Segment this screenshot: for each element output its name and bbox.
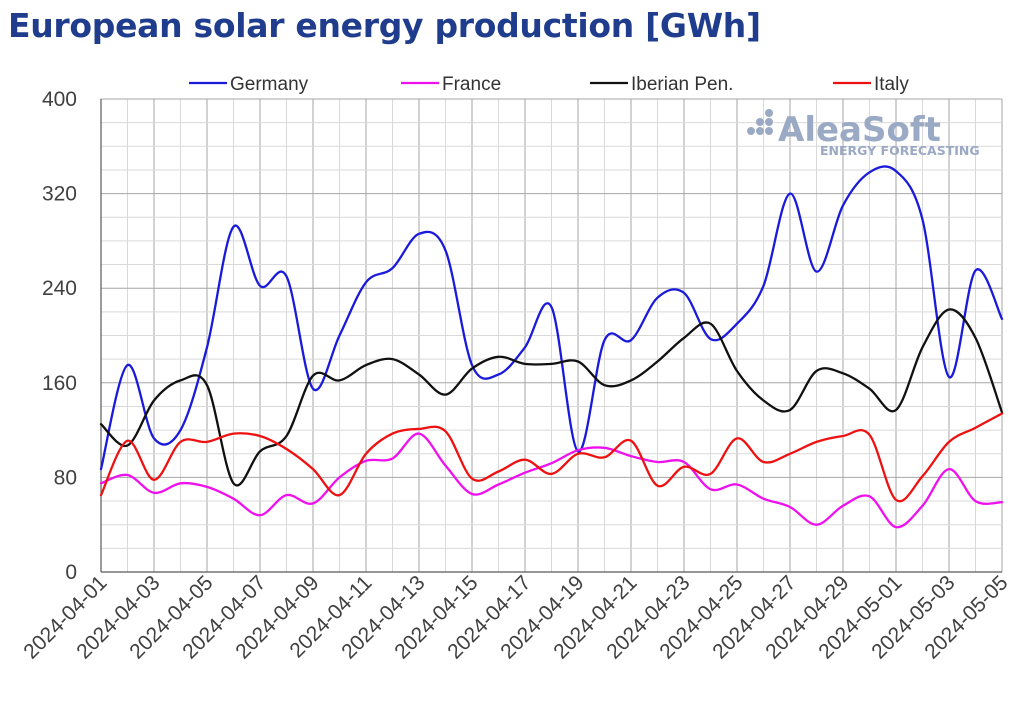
chart-title: European solar energy production [GWh]	[8, 6, 761, 45]
x-tick-labels: 2024-04-012024-04-032024-04-052024-04-07…	[19, 571, 1012, 663]
series-line-germany	[99, 165, 1004, 471]
legend-label-iberian-pen: Iberian Pen.	[631, 74, 733, 95]
y-tick-label: 240	[42, 277, 77, 300]
y-tick-label: 320	[42, 183, 77, 206]
y-tick-labels: 0 80 160 240 320 400	[42, 88, 77, 584]
series-line-iberian-pen	[99, 308, 1004, 487]
series-line-italy	[99, 412, 1004, 503]
watermark-tagline: ENERGY FORECASTING	[820, 143, 980, 158]
y-tick-label: 0	[65, 561, 77, 584]
watermark-dots	[747, 109, 773, 135]
legend-label-france: France	[442, 74, 501, 95]
series-lines	[99, 165, 1004, 529]
y-tick-label: 400	[42, 88, 77, 111]
watermark-name: AleaSoft	[778, 110, 941, 150]
y-tick-label: 160	[42, 372, 77, 395]
legend-label-italy: Italy	[874, 74, 909, 95]
watermark-logo: AleaSoft ENERGY FORECASTING	[747, 109, 980, 158]
legend-label-germany: Germany	[230, 74, 309, 95]
series-line-france	[99, 432, 1004, 529]
y-tick-label: 80	[54, 466, 77, 489]
legend: Germany France Iberian Pen. Italy	[189, 74, 909, 95]
